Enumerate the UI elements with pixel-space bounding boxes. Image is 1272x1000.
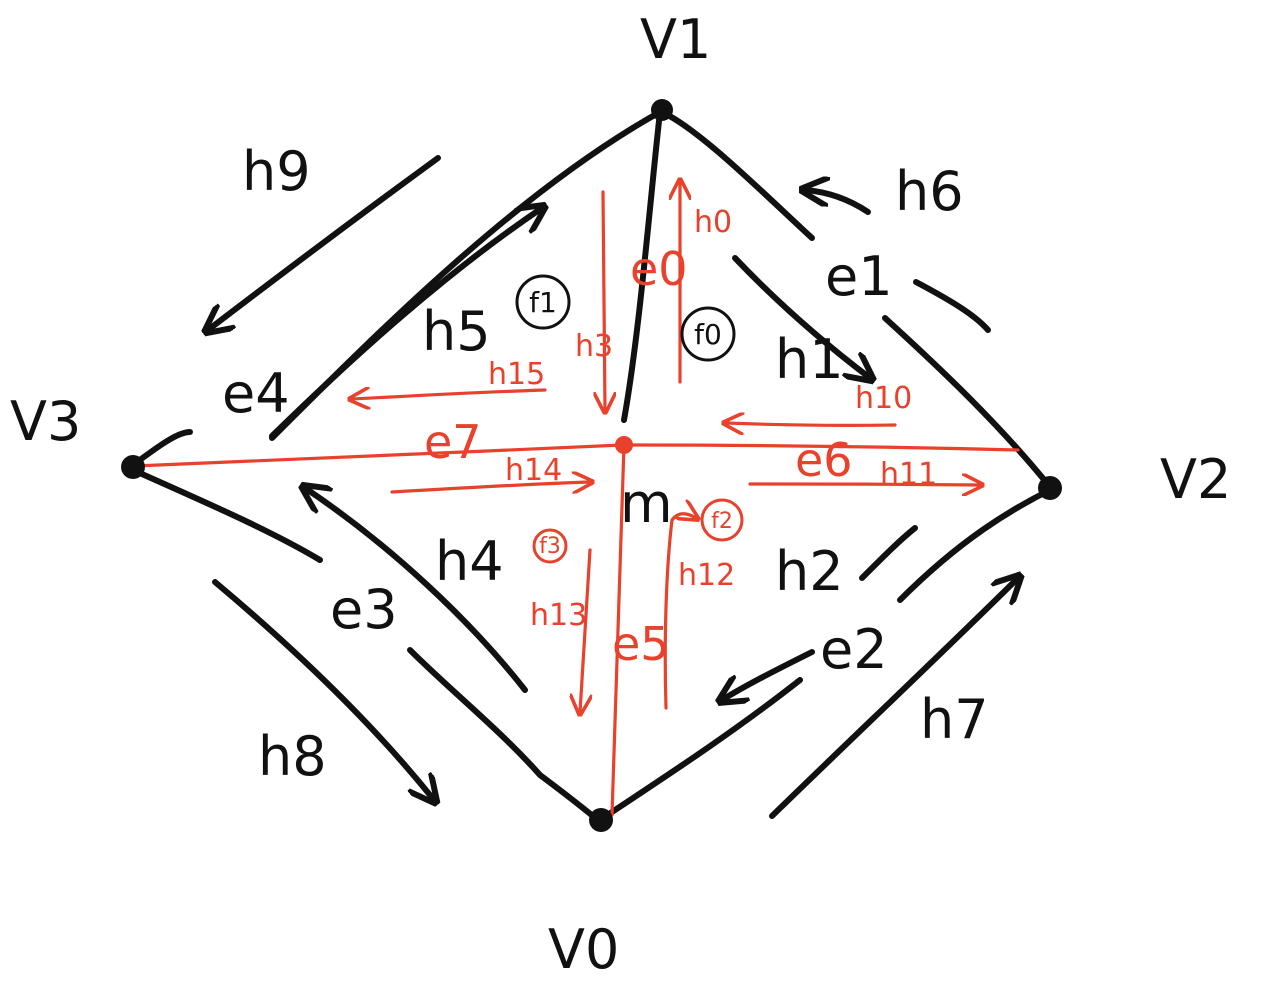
halfedge-h12-arrow: [663, 514, 696, 710]
halfedge-label-h11: h11: [880, 457, 937, 492]
halfedge-h9-arrow: [208, 155, 441, 330]
vertex-dot-v1: [651, 99, 673, 121]
halfedge-h5-arrow: [269, 208, 542, 439]
halfedge-label-h0: h0: [694, 205, 732, 240]
vertex-label-v0: V0: [548, 918, 619, 981]
vertex-label-center: m: [620, 472, 673, 535]
edge-e7: [133, 443, 624, 468]
face-circles: [515, 274, 744, 564]
edge-e1-tick: [913, 279, 991, 333]
edge-label-e6: e6: [795, 433, 853, 487]
edge-label-e2: e2: [820, 618, 888, 681]
halfedge-label-h14: h14: [505, 453, 562, 488]
face-label-f3: f3: [539, 534, 561, 559]
halfedge-h3-arrow: [603, 190, 605, 410]
edge-e1-upper: [659, 109, 815, 241]
face-circle-f2: [700, 498, 744, 542]
halfedge-h7-arrow: [769, 578, 1018, 819]
edge-label-e7: e7: [424, 415, 482, 469]
edge-label-e5: e5: [612, 617, 670, 671]
edge-e2-tick: [859, 525, 918, 581]
halfedge-label-h12: h12: [678, 558, 735, 593]
halfedge-h2-arrow: [722, 649, 815, 700]
halfedge-label-h5: h5: [422, 300, 491, 363]
red-edges: [133, 443, 1020, 817]
vertex-dot-v3: [121, 455, 145, 479]
edge-e3-mid: [407, 647, 543, 778]
edge-e2-lower: [597, 677, 803, 823]
halfedge-h11-arrow: [748, 484, 980, 485]
halfedge-label-h9: h9: [242, 140, 311, 203]
black-halfedges: [208, 155, 1018, 819]
halfedge-h14-arrow: [390, 482, 590, 492]
halfedge-h13-arrow: [580, 548, 590, 712]
edge-e4-upper: [269, 109, 663, 441]
halfedge-label-h10: h10: [855, 381, 912, 416]
halfedge-h6-arrow: [805, 190, 871, 215]
red-halfedges: [352, 182, 980, 712]
halfedge-label-h1: h1: [775, 328, 844, 391]
vertex-dot-center: [615, 436, 633, 454]
face-circle-f0: [680, 306, 736, 362]
halfedge-h10-arrow: [726, 423, 897, 425]
face-circle-f1: [515, 274, 571, 330]
halfedge-label-h13: h13: [530, 598, 587, 633]
face-label-f2: f2: [711, 509, 733, 534]
vertex-label-v3: V3: [10, 390, 81, 453]
halfedge-h8-arrow: [212, 579, 434, 800]
vertex-dots: [121, 99, 1062, 832]
halfedge-label-h15: h15: [488, 357, 545, 392]
halfedge-label-h3: h3: [575, 329, 613, 364]
halfedge-label-h2: h2: [775, 540, 844, 603]
halfedge-label-h8: h8: [258, 725, 327, 788]
face-label-f0: f0: [694, 318, 722, 351]
halfedge-h1-arrow: [732, 255, 870, 378]
edge-e6: [622, 443, 1020, 452]
vertex-label-v2: V2: [1160, 448, 1231, 511]
edge-e0: [621, 109, 663, 423]
halfedge-h4-arrow: [305, 488, 528, 693]
face-circle-f3: [532, 528, 568, 564]
halfedge-labels: h0 h1 h2 h3 h4 h5 h6 h7 h8 h9 h10 h11 h1…: [242, 140, 989, 788]
edge-e2-upper: [897, 487, 1053, 603]
vertex-dot-v2: [1038, 476, 1062, 500]
edge-label-e0: e0: [630, 242, 688, 296]
halfedge-h15-arrow: [352, 390, 547, 399]
edge-e1-lower: [882, 315, 1053, 490]
edge-label-e3: e3: [330, 578, 398, 641]
edge-e5: [610, 443, 626, 817]
halfedge-label-h6: h6: [895, 160, 964, 223]
edge-label-e4: e4: [222, 362, 290, 425]
edge-label-e1: e1: [825, 245, 893, 308]
edge-e3-upper: [130, 467, 323, 563]
halfedge-label-h4: h4: [435, 530, 504, 593]
vertex-label-v1: V1: [640, 8, 711, 71]
vertex-labels: V1 V2 V3 V0 m: [10, 8, 1231, 981]
face-labels: f0 f1 f2 f3: [529, 286, 733, 559]
halfedge-label-h7: h7: [920, 688, 989, 751]
edge-labels: e0 e1 e2 e3 e4 e5 e6 e7: [222, 242, 893, 681]
face-label-f1: f1: [529, 286, 557, 319]
vertex-dot-v0: [589, 808, 613, 832]
